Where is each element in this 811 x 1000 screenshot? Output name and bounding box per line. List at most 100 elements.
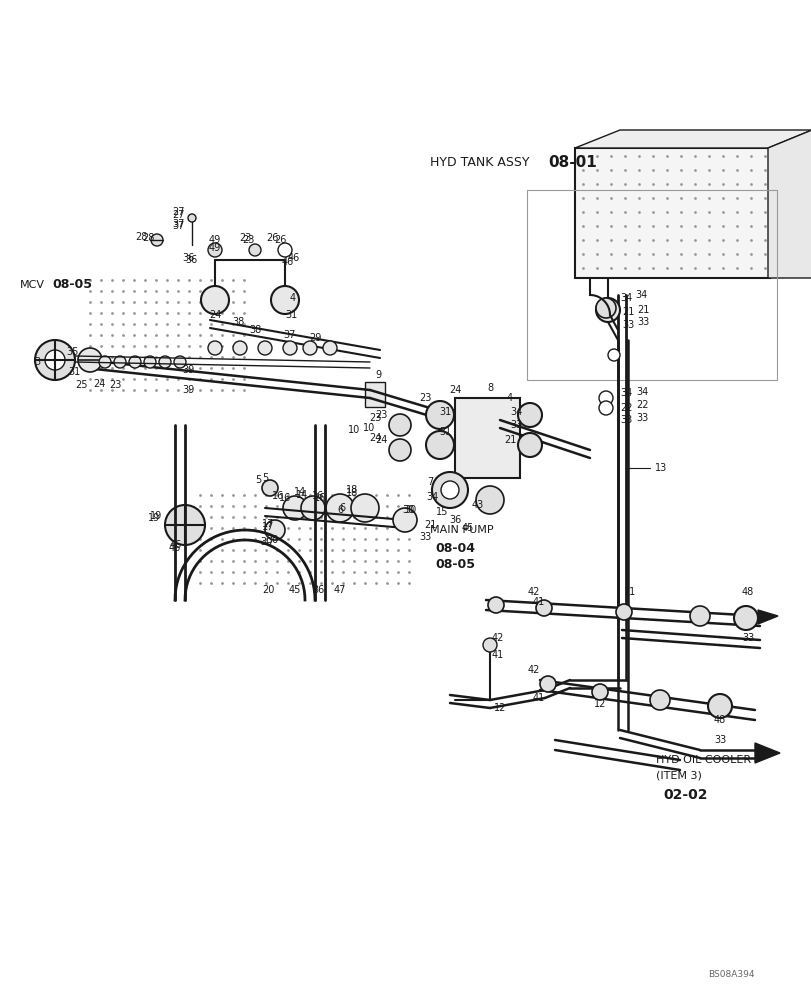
Circle shape [201,286,229,314]
Polygon shape [757,610,777,624]
Circle shape [599,391,612,405]
Text: 41: 41 [532,597,544,607]
Circle shape [129,356,141,368]
Text: 33: 33 [713,735,725,745]
Text: MCV: MCV [20,280,45,290]
Text: 37: 37 [284,330,296,340]
Circle shape [174,356,186,368]
Circle shape [258,341,272,355]
Text: 24: 24 [208,310,221,320]
Bar [454,398,519,478]
Text: 34: 34 [620,388,632,398]
Text: 34: 34 [635,387,647,397]
Circle shape [144,356,156,368]
Text: 36: 36 [182,253,195,263]
Text: 33: 33 [509,420,521,430]
Circle shape [283,341,297,355]
Circle shape [487,597,504,613]
Text: 36: 36 [186,255,198,265]
Text: 24: 24 [369,433,381,443]
Text: 34: 34 [509,407,521,417]
Circle shape [595,298,620,322]
Text: 41: 41 [491,650,504,660]
Text: 23: 23 [109,380,121,390]
Text: 31: 31 [438,407,451,417]
Circle shape [159,356,171,368]
Text: 37: 37 [173,219,185,229]
Text: 46: 46 [281,257,294,267]
Circle shape [151,234,163,246]
Text: 8: 8 [487,383,492,393]
Text: 22: 22 [620,403,632,413]
Text: 23: 23 [242,235,254,245]
Text: 02-02: 02-02 [663,788,706,802]
Text: 34: 34 [620,293,632,303]
Text: 16: 16 [314,493,326,503]
Bar [574,148,769,278]
Circle shape [426,431,453,459]
Circle shape [539,676,556,692]
Text: 18: 18 [345,488,358,498]
Text: 39: 39 [182,365,195,375]
Circle shape [689,606,709,626]
Circle shape [440,481,458,499]
Text: MAIN PUMP: MAIN PUMP [430,525,493,535]
Bar [526,190,776,380]
Text: 35: 35 [67,347,79,357]
Text: 49: 49 [208,235,221,245]
Text: 30: 30 [265,535,278,545]
Text: 28: 28 [143,233,155,243]
Text: 08-01: 08-01 [547,155,596,170]
Text: 29: 29 [308,333,321,343]
Text: 30: 30 [401,505,414,515]
Circle shape [393,508,417,532]
Text: 28: 28 [135,232,148,242]
Text: 45: 45 [289,585,301,595]
Circle shape [517,403,541,427]
Text: 38: 38 [232,317,244,327]
Text: 37: 37 [173,221,185,231]
Text: 16: 16 [311,491,324,501]
Circle shape [649,690,669,710]
Text: 38: 38 [248,325,261,335]
Text: 49: 49 [208,243,221,253]
Text: 46: 46 [288,253,300,263]
Text: 26: 26 [265,233,278,243]
Text: 12: 12 [593,699,606,709]
Circle shape [303,341,316,355]
Circle shape [599,401,612,415]
Text: 33: 33 [621,320,633,330]
Text: HYD TANK ASSY: HYD TANK ASSY [430,156,529,169]
Text: 33: 33 [620,415,632,425]
Text: 6: 6 [337,505,342,515]
Text: 27: 27 [172,207,185,217]
Circle shape [595,298,616,318]
Circle shape [208,341,221,355]
Text: 31: 31 [438,427,451,437]
Text: 24: 24 [375,435,388,445]
Text: 18: 18 [345,485,358,495]
Text: 21: 21 [423,520,436,530]
Polygon shape [754,743,779,763]
Text: 14: 14 [295,490,307,500]
Text: 45: 45 [461,523,474,533]
Text: 16: 16 [278,493,291,503]
Text: 3: 3 [34,357,40,367]
Circle shape [388,439,410,461]
Circle shape [45,350,65,370]
Text: 25: 25 [75,380,88,390]
Text: 9: 9 [375,370,380,380]
Text: 22: 22 [635,400,648,410]
Text: 30: 30 [260,537,272,547]
Text: 42: 42 [527,665,539,675]
Circle shape [165,505,204,545]
Text: 16: 16 [272,491,284,501]
Text: 17: 17 [261,522,274,532]
Circle shape [264,520,285,540]
Text: 21: 21 [503,435,516,445]
Text: 23: 23 [238,233,251,243]
Text: 15: 15 [436,507,448,517]
Circle shape [591,684,607,700]
Text: 10: 10 [363,423,375,433]
Circle shape [78,348,102,372]
